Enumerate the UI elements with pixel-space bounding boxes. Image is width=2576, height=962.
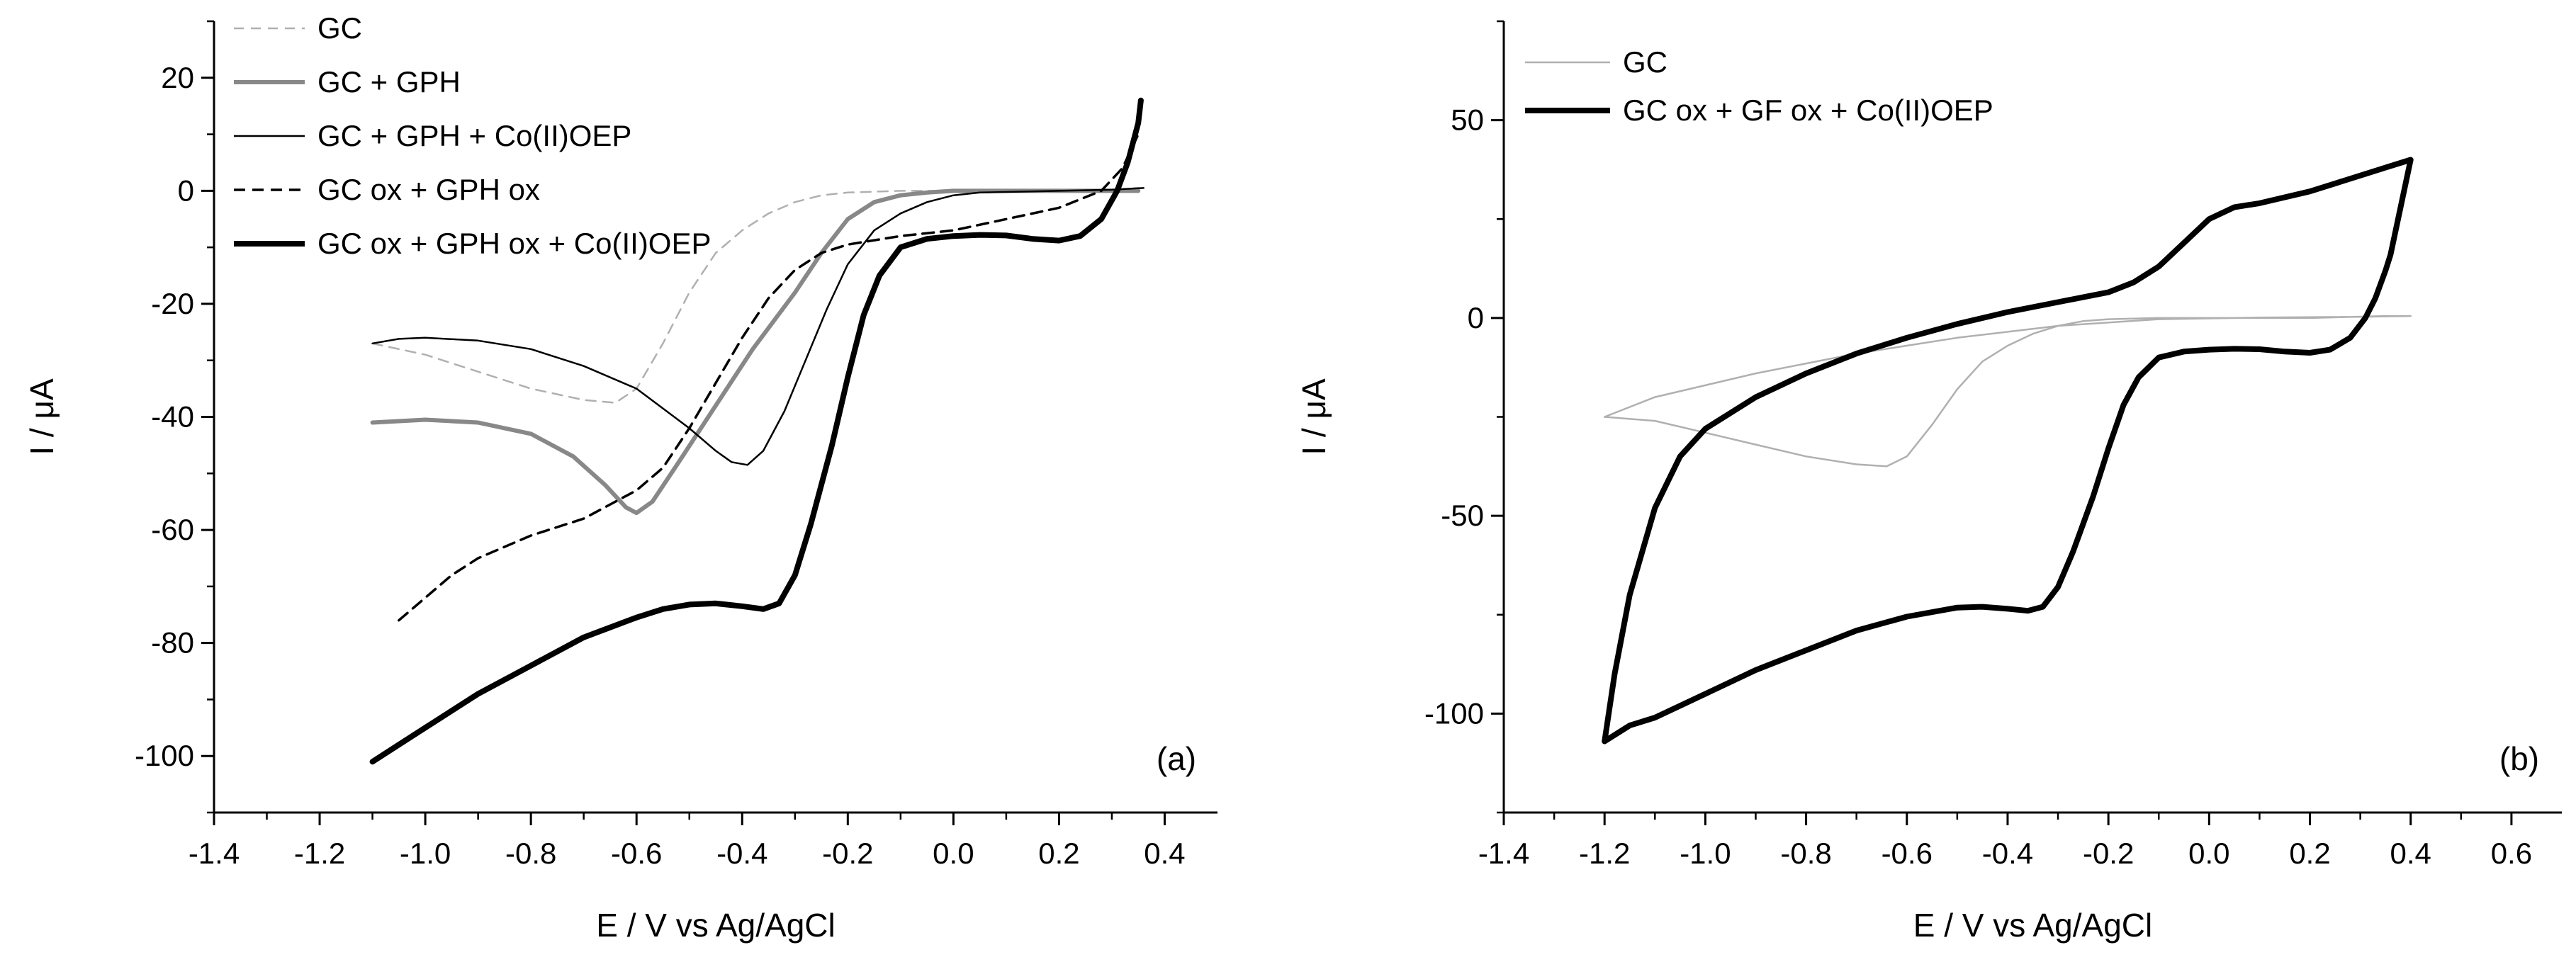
x-tick-label: -1.2 <box>1579 837 1630 870</box>
x-tick-label: 0.2 <box>1038 837 1079 870</box>
legend-label: GC <box>317 11 362 45</box>
legend-label: GC + GPH <box>317 65 461 98</box>
x-tick-label: -0.6 <box>1882 837 1933 870</box>
series-line-4 <box>398 132 1140 622</box>
legend-label: GC + GPH + Co(II)OEP <box>317 119 631 152</box>
series-line-2 <box>1602 157 2414 745</box>
x-tick-label: -1.0 <box>400 837 451 870</box>
x-tick-label: 0.0 <box>933 837 974 870</box>
series-line-2 <box>370 188 1141 516</box>
x-tick-label: -0.8 <box>505 837 556 870</box>
legend-label: GC ox + GPH ox <box>317 173 540 206</box>
legend-label: GC ox + GF ox + Co(II)OEP <box>1623 94 1993 127</box>
y-tick-label: -100 <box>135 739 194 772</box>
x-tick-label: -1.0 <box>1680 837 1731 870</box>
x-axis-title: E / V vs Ag/AgCl <box>596 907 835 944</box>
panel-b: -1.4 -1.2 -1.0 -0.8 -0.6 -0.4 -0.2 0.0 0.2 0.4 0.6… <box>1295 20 2562 944</box>
x-tick-label: -1.2 <box>294 837 345 870</box>
panel-a: -1.4 -1.2 -1.0 -0.8 -0.6 -0.4 -0.2 0.0 0.2 0.4 -10… <box>23 11 1217 944</box>
x-tick-label: -1.4 <box>189 837 240 870</box>
y-tick-label: -100 <box>1424 696 1484 730</box>
series-line-1 <box>371 187 1140 404</box>
legend-label: GC ox + GPH ox + Co(II)OEP <box>317 227 712 260</box>
panel-label: (b) <box>2499 740 2539 777</box>
y-tick-label: 0 <box>1468 301 1484 334</box>
x-tick-label: 0.4 <box>1144 837 1185 870</box>
y-tick-label: -80 <box>151 626 194 660</box>
x-tick-label: -0.2 <box>822 837 873 870</box>
legend-label: GC <box>1623 45 1667 79</box>
x-tick-label: -0.2 <box>2083 837 2134 870</box>
x-tick-label: 0.2 <box>2289 837 2330 870</box>
x-tick-label: 0.4 <box>2390 837 2431 870</box>
y-tick-label: -50 <box>1441 499 1484 532</box>
y-tick-label: -40 <box>151 400 194 434</box>
y-axis-title: I / μA <box>1295 378 1332 455</box>
x-tick-label: 0.0 <box>2188 837 2229 870</box>
y-tick-label: -20 <box>151 287 194 320</box>
series-line-3 <box>371 187 1144 466</box>
y-tick-label: -60 <box>151 513 194 546</box>
y-tick-label: 20 <box>161 61 194 94</box>
y-tick-label: 0 <box>178 174 194 207</box>
y-tick-label: 50 <box>1451 103 1484 137</box>
x-tick-label: -0.4 <box>1982 837 2033 870</box>
panel-label: (a) <box>1157 740 1196 777</box>
x-tick-label: -0.8 <box>1780 837 1831 870</box>
x-tick-label: -0.6 <box>611 837 662 870</box>
x-tick-label: -0.4 <box>716 837 767 870</box>
series-line-1 <box>1603 315 2412 468</box>
x-tick-label: -1.4 <box>1478 837 1529 870</box>
x-tick-label: 0.6 <box>2491 837 2532 870</box>
series-line-5 <box>369 97 1144 765</box>
y-axis-title: I / μA <box>23 378 60 455</box>
x-axis-title: E / V vs Ag/AgCl <box>1913 907 2152 944</box>
